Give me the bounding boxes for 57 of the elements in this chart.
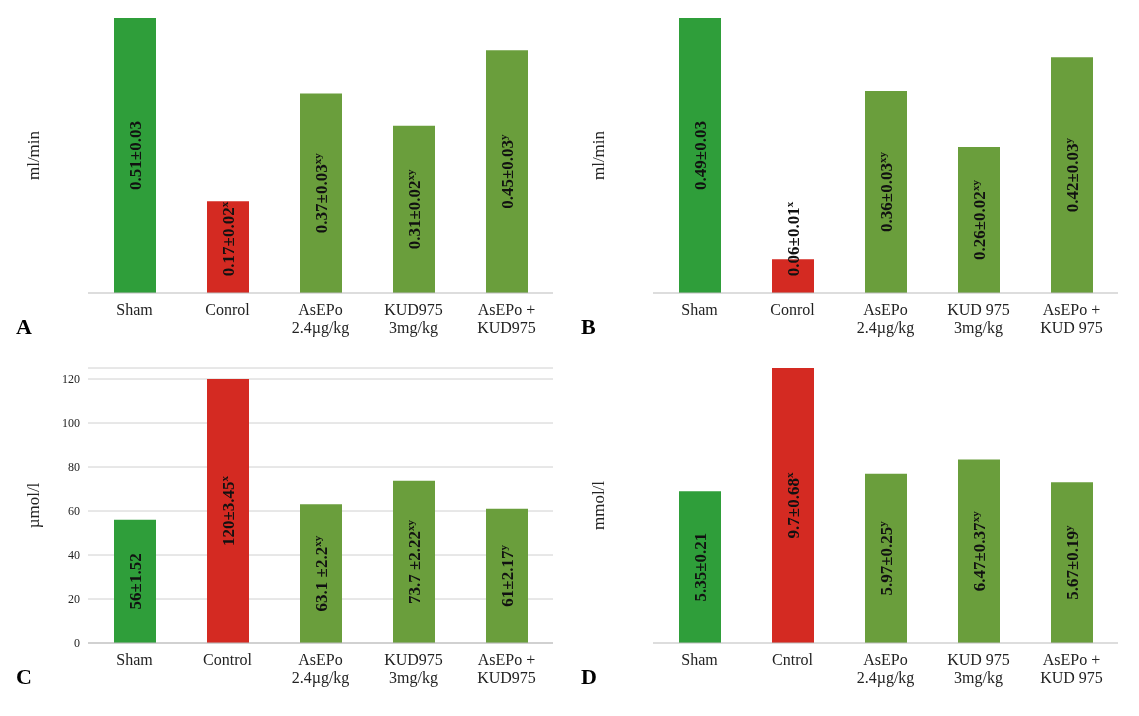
x-tick-label: Conrol <box>205 301 251 318</box>
x-tick-label: AsEPo + KUD 975 <box>1040 301 1103 336</box>
x-tick-label: AsEPo 2.4µg/kg <box>856 651 915 687</box>
x-tick-label: AsEPo + KUD975 <box>477 301 536 336</box>
x-tick-label: Sham <box>116 651 154 668</box>
x-tick-label: Sham <box>681 301 719 318</box>
bar <box>679 491 721 643</box>
y-axis-title: ml/min <box>24 130 44 181</box>
x-tick-label: AsEPo + KUD 975 <box>1040 651 1103 686</box>
bar <box>1051 57 1093 293</box>
data-label: 5.35±0.21 <box>691 532 710 602</box>
y-axis-title: mmol/l <box>589 480 609 531</box>
x-tick-label: Cntrol <box>772 651 814 668</box>
text: D <box>581 664 597 690</box>
bar <box>393 125 435 293</box>
bar <box>1051 482 1093 643</box>
bar <box>958 459 1000 643</box>
bar <box>300 93 342 293</box>
y-axis-title: ml/min <box>589 130 609 181</box>
x-tick-label: Sham <box>116 301 154 318</box>
x-tick-label: KUD 975 3mg/kg <box>947 301 1010 337</box>
y-tick-label: 40 <box>68 548 80 563</box>
data-label: 56±1.52 <box>126 553 145 610</box>
x-tick-label: KUD975 3mg/kg <box>384 301 443 337</box>
bar <box>300 504 342 643</box>
x-tick-label: Sham <box>681 651 719 668</box>
x-tick-label: KUD975 3mg/kg <box>384 651 443 687</box>
y-tick-label: 60 <box>68 504 80 519</box>
bar <box>772 368 814 643</box>
data-label: 0.49±0.03 <box>691 121 710 190</box>
bar <box>114 18 156 293</box>
bar <box>865 90 907 293</box>
y-tick-label: 100 <box>62 416 80 431</box>
bar <box>679 18 721 293</box>
y-tick-label: 20 <box>68 592 80 607</box>
bar <box>114 519 156 643</box>
text: A <box>16 314 32 340</box>
x-tick-label: Conrol <box>770 301 816 318</box>
x-tick-label: AsEPo + KUD975 <box>477 651 536 686</box>
bar <box>958 147 1000 293</box>
bar <box>393 480 435 643</box>
data-label: 0.51±0.03 <box>126 121 145 190</box>
text: C <box>16 664 32 690</box>
bar <box>207 379 249 643</box>
y-tick-label: 0 <box>74 636 80 651</box>
y-axis-title: µmol/l <box>24 482 44 529</box>
bar <box>486 50 528 293</box>
x-tick-label: KUD 975 3mg/kg <box>947 651 1010 687</box>
text: B <box>581 314 596 340</box>
x-tick-label: Control <box>203 651 253 668</box>
y-tick-label: 120 <box>62 372 80 387</box>
x-tick-label: AsEPo 2.4µg/kg <box>291 301 350 337</box>
x-tick-label: AsEPo 2.4µg/kg <box>856 301 915 337</box>
y-tick-label: 80 <box>68 460 80 475</box>
bar <box>486 508 528 643</box>
bar <box>865 473 907 643</box>
x-tick-label: AsEPo 2.4µg/kg <box>291 651 350 687</box>
